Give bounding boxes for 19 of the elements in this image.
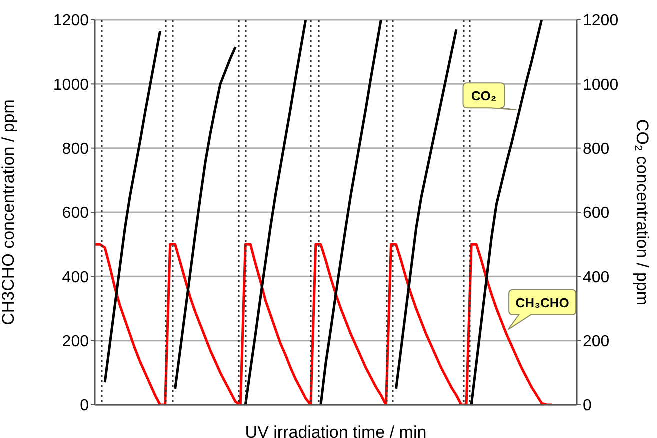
y2-axis-title: CO₂ concentration / ppm (632, 119, 652, 306)
y-tick-label: 600 (62, 205, 90, 222)
y2-tick-label: 0 (583, 398, 592, 415)
x-axis-title: UV irradiation time / min (245, 423, 427, 438)
y-tick-label: 1000 (53, 76, 90, 94)
annotation: CH₃CHO (516, 295, 570, 310)
y-tick-label: 1200 (53, 12, 90, 30)
y2-tick-label: 1000 (583, 76, 619, 94)
y-tick-label: 200 (62, 334, 90, 351)
y-axis-title: CH3CHO concentration / ppm (0, 100, 18, 326)
y-tick-label: 800 (62, 141, 90, 158)
y2-tick-label: 1200 (583, 12, 619, 30)
y2-tick-label: 800 (583, 141, 610, 158)
annotation: CO₂ (471, 88, 497, 104)
y2-tick-label: 600 (583, 205, 610, 222)
y2-tick-label: 200 (583, 334, 610, 351)
y-tick-label: 0 (80, 398, 90, 415)
y-tick-label: 400 (62, 269, 90, 286)
y2-tick-label: 400 (583, 269, 610, 286)
